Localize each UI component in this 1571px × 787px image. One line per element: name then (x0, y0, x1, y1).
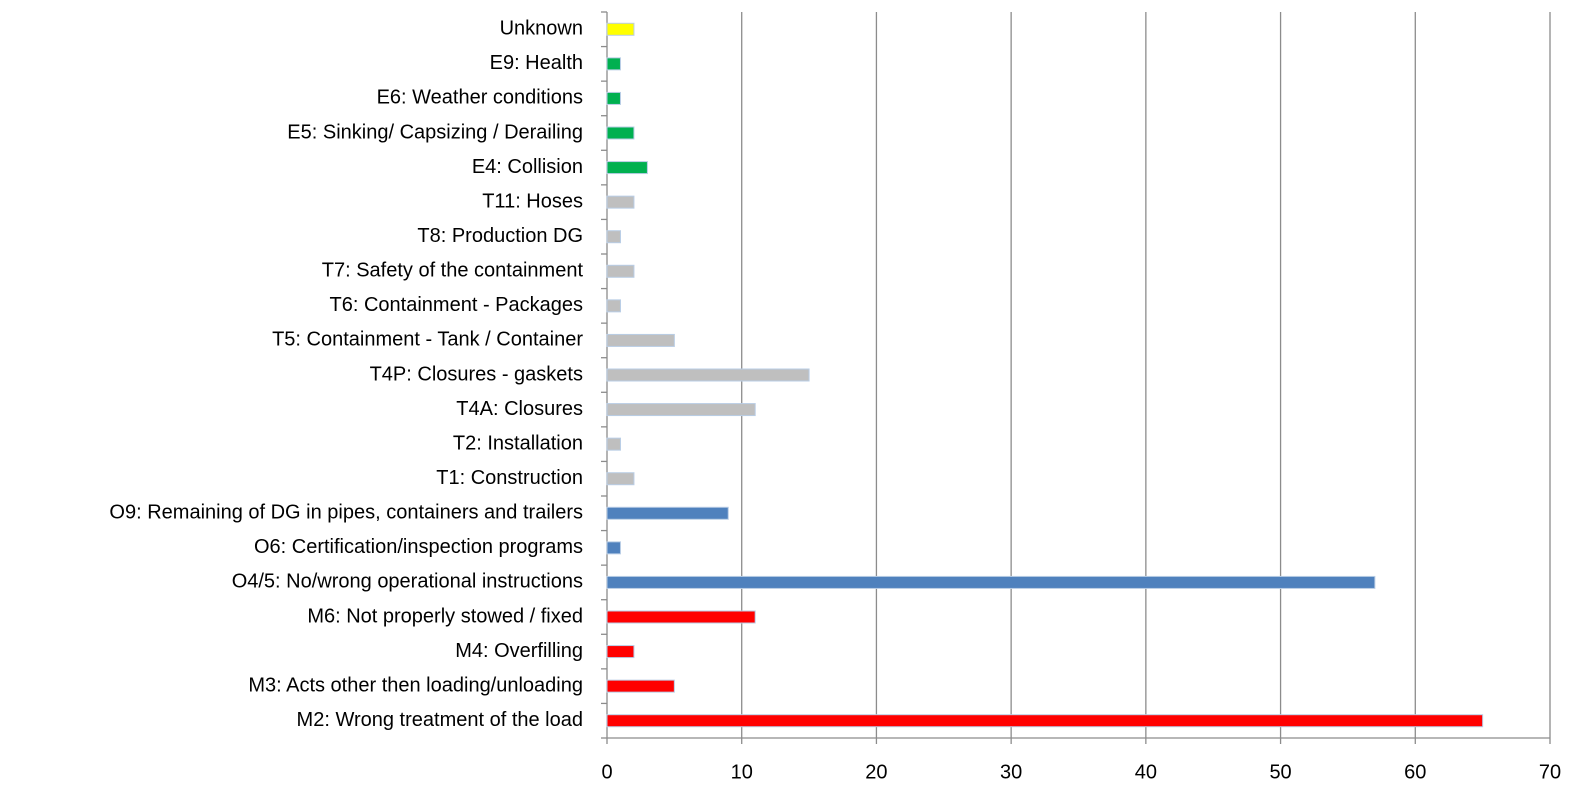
y-tick-label: E9: Health (490, 52, 583, 74)
y-tick-label: E6: Weather conditions (377, 87, 583, 109)
y-tick-label: T11: Hoses (482, 190, 583, 212)
x-tick-label: 30 (1000, 761, 1022, 783)
bar (606, 299, 621, 313)
y-tick-label: T5: Containment - Tank / Container (272, 329, 583, 351)
y-tick-label: T8: Production DG (417, 225, 583, 247)
bar (606, 506, 729, 520)
bar (606, 195, 635, 209)
y-tick-label: T4A: Closures (456, 398, 583, 420)
y-tick-label: Unknown (500, 18, 583, 40)
y-tick-label: E4: Collision (472, 156, 583, 178)
y-tick-label: T6: Containment - Packages (330, 294, 583, 316)
bar (606, 161, 648, 175)
bar (606, 437, 621, 451)
bar (606, 575, 1376, 589)
bar (606, 22, 635, 36)
bar (606, 126, 635, 140)
x-tick-label: 10 (731, 761, 753, 783)
y-tick-label: O6: Certification/inspection programs (254, 536, 583, 558)
y-tick-label: T4P: Closures - gaskets (370, 363, 583, 385)
bar (606, 610, 756, 624)
y-tick-label: O9: Remaining of DG in pipes, containers… (109, 502, 583, 524)
bar (606, 472, 635, 486)
y-tick-label: T2: Installation (453, 432, 583, 454)
bar (606, 333, 675, 347)
x-tick-label: 0 (601, 761, 612, 783)
y-tick-label: T7: Safety of the containment (322, 260, 584, 282)
x-tick-label: 50 (1269, 761, 1291, 783)
bar (606, 714, 1484, 728)
y-tick-label: M6: Not properly stowed / fixed (307, 605, 583, 627)
bar (606, 57, 621, 71)
y-tick-label: M4: Overfilling (455, 640, 583, 662)
bar (606, 541, 621, 555)
x-tick-label: 70 (1539, 761, 1561, 783)
bar (606, 91, 621, 105)
x-tick-label: 60 (1404, 761, 1426, 783)
bar (606, 403, 756, 417)
bar (606, 679, 675, 693)
y-tick-label: E5: Sinking/ Capsizing / Derailing (287, 121, 583, 143)
bar (606, 230, 621, 244)
y-tick-label: T1: Construction (436, 467, 583, 489)
bar (606, 264, 635, 278)
y-tick-label: M2: Wrong treatment of the load (297, 709, 583, 731)
bar (606, 645, 635, 659)
y-tick-label: O4/5: No/wrong operational instructions (232, 571, 583, 593)
x-tick-label: 40 (1135, 761, 1157, 783)
x-tick-label: 20 (865, 761, 887, 783)
y-tick-label: M3: Acts other then loading/unloading (248, 674, 583, 696)
bar (606, 368, 810, 382)
